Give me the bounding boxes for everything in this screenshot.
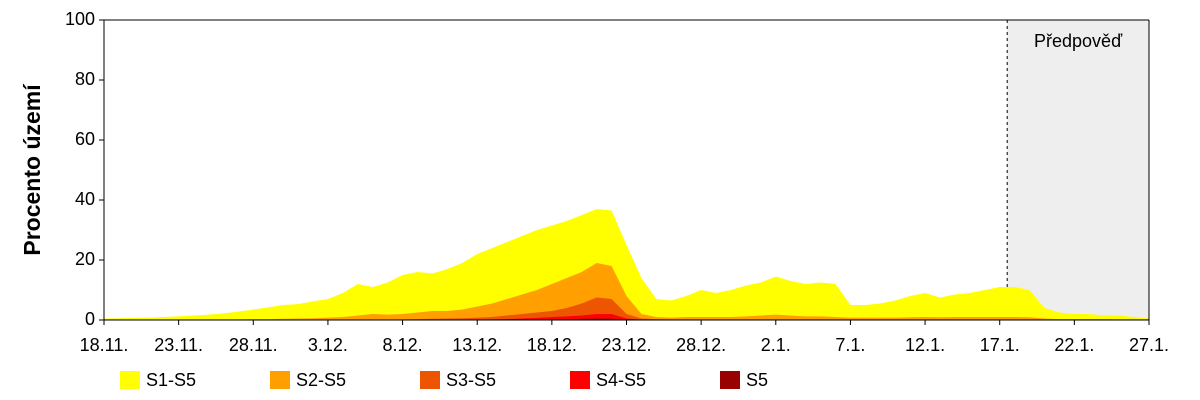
legend-swatch (720, 371, 740, 389)
x-tick-label: 23.12. (601, 335, 651, 355)
x-tick-label: 13.12. (452, 335, 502, 355)
y-tick-label: 100 (65, 9, 95, 29)
area (104, 297, 1149, 320)
legend-label: S1-S5 (146, 370, 196, 390)
y-tick-label: 0 (85, 309, 95, 329)
y-tick-label: 60 (75, 129, 95, 149)
x-tick-label: 8.12. (383, 335, 423, 355)
x-tick-label: 28.11. (229, 335, 278, 355)
legend-label: S5 (746, 370, 768, 390)
x-tick-label: 23.11. (154, 335, 203, 355)
legend-swatch (570, 371, 590, 389)
x-tick-label: 12.1. (905, 335, 945, 355)
area (104, 314, 1149, 320)
y-axis-label: Procento území (19, 83, 45, 256)
x-tick-label: 28.12. (676, 335, 726, 355)
area (104, 209, 1149, 320)
y-tick-label: 80 (75, 69, 95, 89)
x-tick-label: 22.1. (1054, 335, 1094, 355)
legend-label: S2-S5 (296, 370, 346, 390)
legend-swatch (420, 371, 440, 389)
x-tick-label: 7.1. (835, 335, 865, 355)
x-tick-label: 2.1. (761, 335, 791, 355)
forecast-region (1007, 20, 1149, 320)
x-tick-label: 17.1. (980, 335, 1020, 355)
legend-label: S4-S5 (596, 370, 646, 390)
area (104, 263, 1149, 320)
y-tick-label: 40 (75, 189, 95, 209)
x-tick-label: 18.12. (527, 335, 577, 355)
y-tick-label: 20 (75, 249, 95, 269)
x-tick-label: 18.11. (80, 335, 129, 355)
legend-swatch (270, 371, 290, 389)
legend-label: S3-S5 (446, 370, 496, 390)
forecast-label: Předpověď (1034, 31, 1123, 51)
x-tick-label: 27.1. (1129, 335, 1169, 355)
x-tick-label: 3.12. (308, 335, 348, 355)
legend-swatch (120, 371, 140, 389)
